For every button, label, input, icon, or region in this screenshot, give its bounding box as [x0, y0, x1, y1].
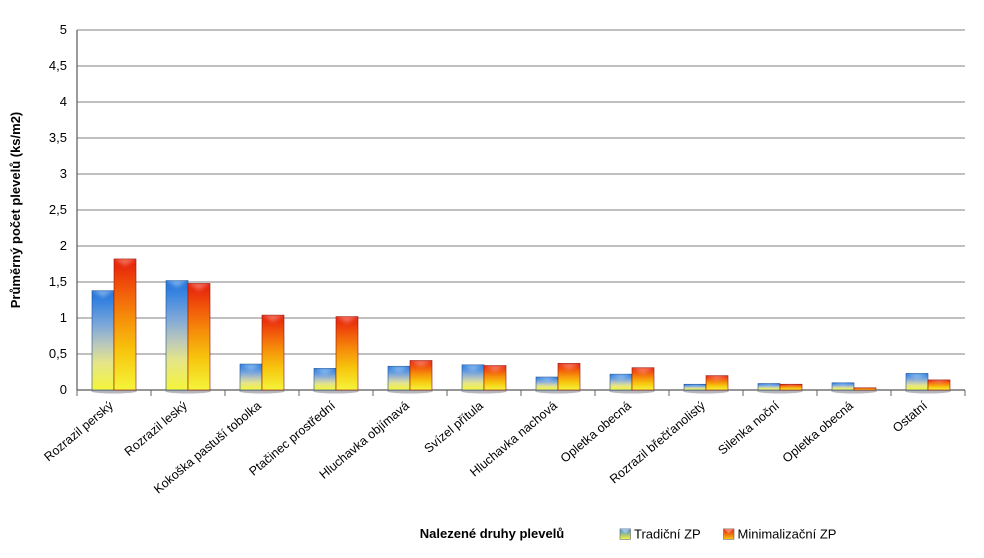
svg-text:Opletka obecná: Opletka obecná [780, 399, 856, 466]
svg-text:0: 0 [60, 382, 67, 397]
svg-text:2: 2 [60, 238, 67, 253]
svg-text:0,5: 0,5 [49, 346, 67, 361]
svg-text:3,5: 3,5 [49, 130, 67, 145]
svg-text:1: 1 [60, 310, 67, 325]
svg-text:Silenka noční: Silenka noční [715, 398, 782, 457]
svg-text:1,5: 1,5 [49, 274, 67, 289]
svg-text:Minimalizační ZP: Minimalizační ZP [738, 526, 837, 541]
svg-text:4: 4 [60, 94, 67, 109]
svg-text:3: 3 [60, 166, 67, 181]
svg-text:Rozrazil leský: Rozrazil leský [122, 398, 191, 459]
svg-text:Ostatní: Ostatní [890, 398, 930, 435]
svg-text:5: 5 [60, 22, 67, 37]
svg-text:Průměrný počet plevelů (ks/m2): Průměrný počet plevelů (ks/m2) [8, 112, 23, 309]
svg-text:2,5: 2,5 [49, 202, 67, 217]
svg-text:Svízel přítula: Svízel přítula [422, 399, 486, 456]
svg-text:Nalezené druhy plevelů: Nalezené druhy plevelů [420, 526, 565, 541]
svg-text:4,5: 4,5 [49, 58, 67, 73]
svg-text:Tradiční ZP: Tradiční ZP [634, 526, 701, 541]
svg-text:Opletka obecná: Opletka obecná [558, 399, 634, 466]
svg-text:Rozrazil perský: Rozrazil perský [41, 398, 116, 464]
